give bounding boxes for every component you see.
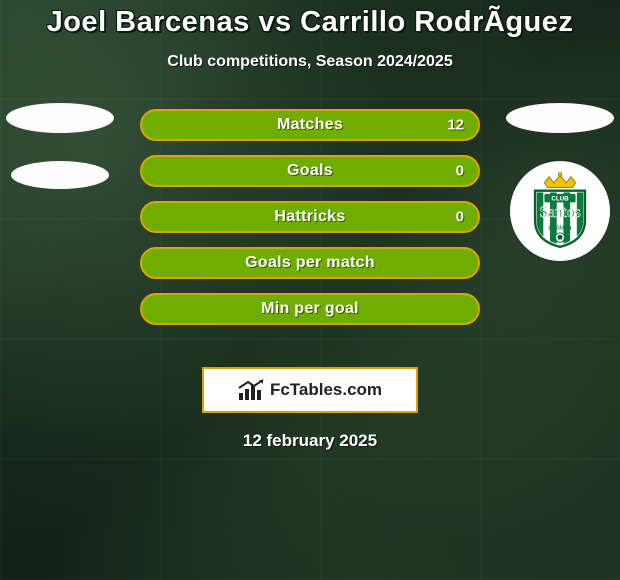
left-club-badge-placeholder [11,161,109,189]
stat-bars: Matches 12 Goals 0 Hattricks 0 Goals per match… [140,109,480,325]
date-text: 12 february 2025 [0,431,620,451]
stat-label: Goals [287,162,333,180]
right-club-badge: CLUB Santos LAGUNA [510,161,610,261]
stat-bar-min-per-goal: Min per goal [140,293,480,325]
infographic-root: Joel Barcenas vs Carrillo RodrÃ­guez Clu… [0,0,620,580]
brand-text: FcTables.com [270,380,382,400]
subtitle: Club competitions, Season 2024/2025 [0,53,620,71]
stat-bar-hattricks: Hattricks 0 [140,201,480,233]
stat-label: Goals per match [245,254,375,272]
stat-bar-goals-per-match: Goals per match [140,247,480,279]
badge-script-text: Santos [539,204,581,221]
brand-box: FcTables.com [202,367,418,413]
brand-chart-icon [238,379,264,401]
stat-label: Hattricks [274,208,345,226]
left-player-photo-placeholder [6,103,114,133]
santos-laguna-badge-icon: CLUB Santos LAGUNA [521,172,599,250]
stat-label: Matches [277,116,343,134]
right-player-column: CLUB Santos LAGUNA [500,103,620,261]
stat-label: Min per goal [261,300,359,318]
badge-bottom-text: LAGUNA [548,226,571,232]
badge-banner-text: CLUB [551,195,569,202]
left-player-column [0,103,120,189]
stat-right-value: 12 [447,117,464,134]
right-player-photo-placeholder [506,103,614,133]
stat-bar-matches: Matches 12 [140,109,480,141]
stats-area: CLUB Santos LAGUNA Matches12Goals0Hattri… [0,109,620,349]
stat-right-value: 0 [456,163,464,180]
page-title: Joel Barcenas vs Carrillo RodrÃ­guez [0,0,620,39]
stat-right-value: 0 [456,209,464,226]
stat-bar-goals: Goals 0 [140,155,480,187]
